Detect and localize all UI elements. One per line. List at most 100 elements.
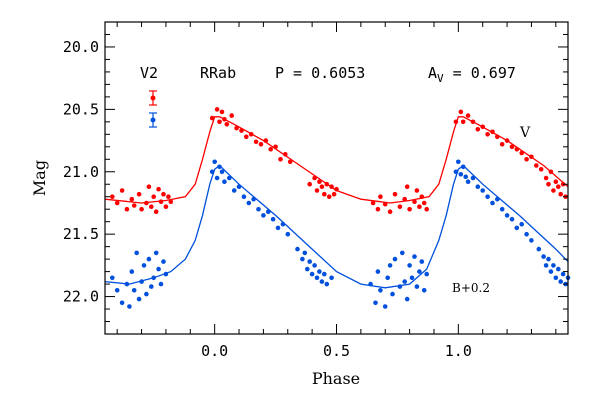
b-data-point	[261, 213, 266, 218]
b-series-label: B+0.2	[452, 281, 490, 295]
v-data-point	[458, 109, 464, 115]
v-data-point	[460, 119, 466, 125]
plot-frame	[104, 21, 569, 335]
v-data-point	[382, 201, 388, 207]
v-data-point	[136, 191, 142, 197]
b-data-point	[509, 216, 515, 222]
y-tick-label: 20.5	[63, 100, 99, 118]
v-data-point	[470, 119, 476, 125]
b-data-point	[504, 213, 510, 218]
b-data-point	[324, 281, 330, 287]
v-data-point	[419, 194, 425, 199]
v-fit-curve	[104, 116, 569, 204]
v-data-point	[234, 125, 239, 131]
b-data-point	[131, 288, 137, 293]
b-data-point	[151, 275, 156, 281]
b-data-point	[541, 254, 546, 259]
v-data-point	[331, 191, 337, 197]
v-data-point	[324, 181, 330, 187]
v-data-point	[317, 179, 322, 184]
v-data-point	[144, 200, 149, 206]
v-data-point	[273, 144, 278, 150]
b-data-point	[536, 246, 542, 252]
b-data-point	[305, 266, 310, 272]
b-data-point	[149, 284, 154, 289]
v-data-point	[110, 194, 115, 199]
b-data-point	[529, 238, 534, 243]
v-data-point	[529, 154, 534, 160]
data-points	[110, 107, 571, 309]
amplitude-label: AV = 0.697	[428, 64, 516, 85]
b-data-point	[409, 275, 415, 281]
b-data-point	[397, 284, 403, 289]
v-data-point	[551, 188, 556, 193]
v-data-point	[322, 191, 327, 197]
v-data-point	[499, 142, 505, 147]
b-data-point	[470, 175, 476, 181]
b-data-point	[153, 250, 159, 256]
v-data-point	[453, 119, 459, 125]
v-data-point	[558, 191, 563, 197]
b-data-point	[161, 259, 166, 264]
v-data-point	[278, 157, 283, 162]
b-data-point	[463, 174, 469, 180]
b-data-point	[558, 279, 563, 284]
b-data-point	[412, 254, 417, 259]
b-data-point	[314, 275, 320, 281]
x-tick-label: 0.5	[323, 342, 350, 360]
v-data-point	[504, 138, 510, 143]
b-data-point	[548, 269, 554, 274]
v-data-point	[253, 139, 259, 145]
v-data-point	[392, 191, 398, 197]
b-data-point	[458, 172, 464, 177]
b-data-point	[475, 184, 481, 189]
star-type: RRab	[200, 64, 236, 82]
v-data-point	[217, 119, 222, 125]
v-data-point	[319, 184, 325, 189]
b-data-point	[514, 225, 520, 231]
b-data-point	[317, 269, 322, 274]
v-series-label: V	[519, 125, 531, 141]
b-data-point	[319, 279, 325, 284]
error-bar-point	[150, 95, 156, 101]
y-tick-label: 21.0	[63, 163, 99, 181]
b-data-point	[280, 221, 286, 227]
b-data-point	[400, 250, 405, 256]
v-data-point	[475, 127, 481, 132]
b-data-point	[110, 275, 115, 281]
b-data-point	[524, 231, 529, 237]
b-fit-curve	[104, 164, 569, 289]
b-data-point	[241, 194, 247, 199]
b-data-point	[119, 300, 125, 306]
amplitude-symbol: A	[428, 64, 437, 82]
error-bar-point	[150, 117, 156, 123]
b-data-point	[421, 288, 427, 293]
v-data-point	[424, 206, 430, 212]
v-data-point	[370, 200, 376, 206]
b-data-point	[312, 263, 317, 268]
b-data-point	[266, 209, 271, 214]
y-tick-label: 21.5	[63, 225, 99, 243]
b-data-point	[275, 225, 281, 231]
b-data-point	[407, 263, 412, 268]
b-data-point	[460, 164, 466, 170]
v-data-point	[485, 132, 490, 137]
b-data-point	[465, 179, 471, 184]
b-data-point	[214, 175, 220, 181]
b-data-point	[246, 200, 252, 206]
b-data-point	[144, 291, 149, 297]
v-data-point	[519, 150, 524, 156]
b-data-point	[417, 269, 422, 274]
v-data-point	[543, 175, 549, 181]
b-data-point	[270, 216, 276, 222]
v-data-point	[209, 115, 215, 121]
b-data-point	[156, 266, 161, 272]
amplitude-value: = 0.697	[444, 64, 516, 82]
b-data-point	[368, 281, 373, 287]
b-data-point	[546, 256, 551, 262]
b-data-point	[329, 275, 334, 281]
v-data-point	[124, 206, 130, 212]
b-data-point	[163, 271, 169, 277]
b-data-point	[295, 246, 300, 252]
